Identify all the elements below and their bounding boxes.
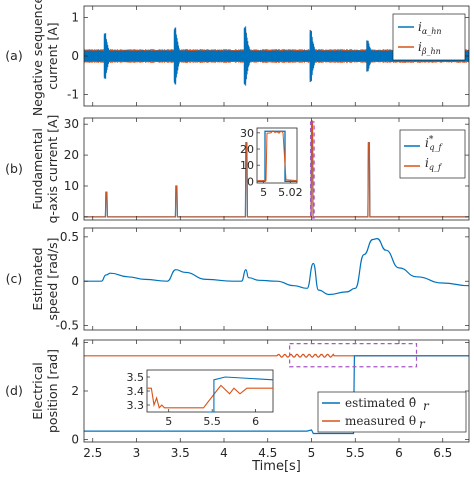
legend-sub: β_hn xyxy=(421,47,441,56)
zoom-rect xyxy=(289,343,418,368)
y-tick-label: -1 xyxy=(67,87,79,101)
inset-series-estimated xyxy=(207,376,274,413)
series-speed xyxy=(84,237,469,296)
x-tick-label: 2.5 xyxy=(83,446,102,460)
legend-sub: q_f xyxy=(429,143,443,152)
axis-frame xyxy=(83,339,470,443)
inset-y-tick-label: 20 xyxy=(240,143,254,156)
y-axis-label: position [rad] xyxy=(45,349,60,433)
y-axis-label: Electrical xyxy=(30,362,45,419)
inset-x-tick-label: 6 xyxy=(252,415,259,428)
y-axis-label: q-axis current [A] xyxy=(45,115,60,224)
x-axis-label: Time[s] xyxy=(251,459,301,474)
legend-sub: q_f xyxy=(429,163,443,172)
plot-area xyxy=(84,237,469,296)
axis-frame xyxy=(83,227,470,331)
panel-label: (b) xyxy=(5,161,23,176)
inset-series-meas xyxy=(257,130,298,182)
panel-2: (b) Fundamental q-axis current [A] 01020300… xyxy=(5,115,470,224)
x-tick-label: 6.5 xyxy=(433,446,452,460)
y-tick-label: -0.5 xyxy=(56,319,79,333)
plot-area xyxy=(84,353,469,435)
legend-box xyxy=(392,13,466,61)
inset: 3.53.43.3 5 5.5 6 xyxy=(127,369,274,428)
series-estimated xyxy=(84,355,469,435)
axis-frame xyxy=(83,5,470,107)
inset-y-tick-label: 3.4 xyxy=(127,385,145,398)
y-tick-label: 0 xyxy=(71,274,79,288)
inset-box xyxy=(146,369,274,413)
x-tick-label: 4.5 xyxy=(258,446,277,460)
zoom-rect xyxy=(310,121,315,219)
x-tick-label: 3 xyxy=(133,446,141,460)
inset-y-tick-label: 3.3 xyxy=(127,399,145,412)
legend-box xyxy=(399,129,466,179)
panel-label: (a) xyxy=(5,48,22,63)
y-tick-label: 30 xyxy=(64,117,79,131)
legend: i* q_fiq_f xyxy=(399,129,466,179)
y-tick-label: 0 xyxy=(71,210,79,224)
x-tick-label: 5.5 xyxy=(346,446,365,460)
panel-3: (c) Estimated speed [rad/s]-0.5 0 0.5 xyxy=(6,227,470,333)
y-axis-label: Estimated xyxy=(30,247,45,310)
inset-x-tick-label: 5 xyxy=(260,186,267,199)
legend-sup: * xyxy=(429,135,434,145)
legend-sub: r xyxy=(419,417,426,431)
panel-label: (d) xyxy=(5,383,23,398)
y-axis-label: current [A] xyxy=(45,22,60,89)
x-tick-label: 5 xyxy=(308,446,316,460)
legend-sub: α_hn xyxy=(422,27,442,36)
x-tick-label: 3.5 xyxy=(171,446,190,460)
y-axis-label: Fundamental xyxy=(30,128,45,210)
panel-label: (c) xyxy=(6,271,23,286)
inset-series-measured xyxy=(147,384,273,409)
inset-y-tick-label: 3.5 xyxy=(127,371,145,384)
y-tick-label: 20 xyxy=(64,148,79,162)
x-tick-label: 4 xyxy=(220,446,228,460)
inset-y-tick-label: 30 xyxy=(240,127,254,140)
y-tick-label: 2 xyxy=(71,384,79,398)
panel-1: (a) Negative sequence current [A] -1 0 1 iα_hn… xyxy=(5,0,470,116)
legend-sub: r xyxy=(423,399,430,413)
inset-series-ref xyxy=(257,130,297,183)
inset: 0 10 20 30 5 5.02 xyxy=(240,127,303,199)
series-iq xyxy=(84,120,469,218)
y-tick-label: 0.5 xyxy=(60,230,79,244)
legend-label: estimated θ̂ xyxy=(345,396,416,410)
x-tick-label: 6 xyxy=(395,446,403,460)
y-tick-label: 0 xyxy=(71,49,79,63)
inset-x-tick-label: 5.5 xyxy=(203,415,221,428)
panels: (a) Negative sequence current [A] -1 0 1 iα_hn… xyxy=(5,0,470,474)
inset-box xyxy=(256,127,298,184)
y-axis-label: Negative sequence xyxy=(30,0,45,116)
legend-label: measured θ xyxy=(345,414,416,428)
inset-y-tick-label: 10 xyxy=(240,159,254,172)
y-tick-label: 1 xyxy=(71,11,79,25)
plot-area xyxy=(84,120,469,218)
y-tick-label: 0 xyxy=(71,433,79,447)
y-tick-label: 4 xyxy=(71,335,79,349)
panel-4: (d) Electrical position [rad] 0 2 4 2.5 3 3.5 4 4.… xyxy=(5,335,470,474)
inset-x-tick-label: 5.02 xyxy=(278,186,303,199)
legend-box xyxy=(317,391,467,433)
y-axis-label: speed [rad/s] xyxy=(45,238,60,321)
inset-x-tick-label: 5 xyxy=(165,415,172,428)
inset-y-tick-label: 0 xyxy=(247,175,254,188)
axis-frame xyxy=(83,117,470,221)
y-tick-label: 10 xyxy=(64,179,79,193)
